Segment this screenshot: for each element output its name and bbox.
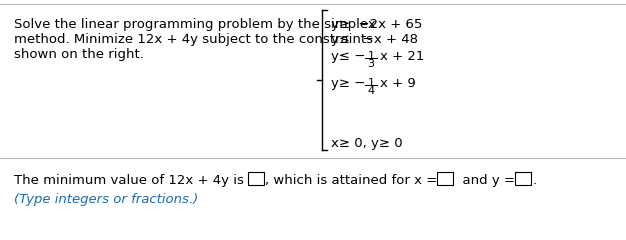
Text: 3: 3 [367,59,374,69]
FancyBboxPatch shape [515,172,531,185]
Text: y≥  −2x + 65: y≥ −2x + 65 [331,18,423,31]
FancyBboxPatch shape [248,172,264,185]
Text: Solve the linear programming problem by the simplex: Solve the linear programming problem by … [14,18,376,31]
Text: x + 9: x + 9 [380,77,416,90]
Text: (Type integers or fractions.): (Type integers or fractions.) [14,193,198,206]
FancyBboxPatch shape [438,172,453,185]
Text: shown on the right.: shown on the right. [14,48,144,61]
Text: x + 21: x + 21 [380,50,424,63]
Text: x≥ 0, y≥ 0: x≥ 0, y≥ 0 [331,137,403,150]
Text: 1: 1 [367,51,374,61]
Text: .: . [532,174,536,187]
Text: 4: 4 [367,86,374,96]
Text: The minimum value of 12x + 4y is: The minimum value of 12x + 4y is [14,174,248,187]
Text: and y =: and y = [454,174,515,187]
Text: 1: 1 [367,78,374,88]
Text: y≥ −: y≥ − [331,77,366,90]
Text: y≤ −: y≤ − [331,50,366,63]
Text: , which is attained for x =: , which is attained for x = [265,174,438,187]
Text: method. Minimize 12x + 4y subject to the constraints: method. Minimize 12x + 4y subject to the… [14,33,373,46]
Text: y≤   −x + 48: y≤ −x + 48 [331,33,418,46]
